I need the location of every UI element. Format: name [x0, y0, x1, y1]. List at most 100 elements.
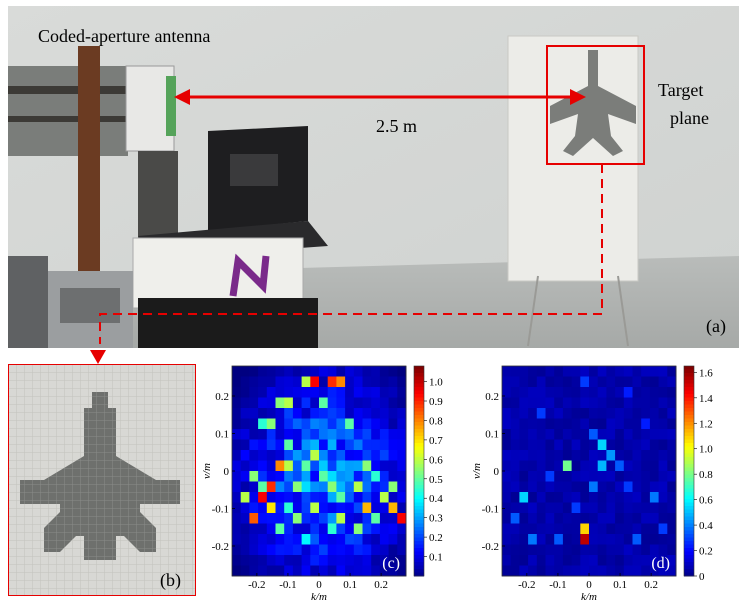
heatmap-cell — [345, 376, 355, 388]
heatmap-cell — [545, 513, 555, 524]
heatmap-cell — [623, 439, 633, 451]
heatmap-cell — [658, 418, 668, 430]
heatmap-cell — [589, 387, 599, 398]
heatmap-d-svg: -0.2 -0.1 0 0.1 0.2 0.2 0.1 0 -0.1 -0.2 k/m v/m (d) 1… — [471, 365, 713, 603]
heatmap-cell — [292, 471, 302, 482]
colorbar-segment — [414, 376, 424, 381]
heatmap-cell — [336, 429, 346, 440]
colorbar-segment — [684, 551, 694, 556]
colorbar-segment — [684, 516, 694, 521]
heatmap-cell — [571, 460, 581, 472]
heatmap-cell — [232, 408, 242, 419]
heatmap-cell — [232, 565, 242, 577]
heatmap-cell — [232, 418, 242, 430]
heatmap-cell — [623, 534, 633, 545]
heatmap-cell — [667, 471, 677, 482]
heatmap-cell — [353, 523, 363, 535]
heatmap-cell — [266, 471, 276, 482]
heatmap-cell — [336, 555, 346, 566]
colorbar-tick-label: 0.8 — [429, 415, 443, 427]
heatmap-cell — [379, 544, 389, 556]
heatmap-cell — [545, 397, 555, 409]
heatmap-cell — [510, 418, 520, 430]
heatmap-cell — [632, 439, 642, 451]
heatmap-cell — [606, 492, 616, 503]
heatmap-cell — [284, 366, 294, 377]
heatmap-cell — [232, 387, 242, 398]
heatmap-cell — [545, 366, 555, 377]
heatmap-cell — [641, 523, 651, 535]
heatmap-cell — [667, 450, 677, 461]
colorbar-segment — [414, 439, 424, 444]
heatmap-cell — [319, 523, 329, 535]
heatmap-cell — [258, 460, 268, 472]
heatmap-cell — [362, 555, 372, 566]
heatmap-c: -0.2 -0.1 0 0.1 0.2 0.2 0.1 0 -0.1 -0.2 k/m v/m (c) 1… — [200, 360, 470, 603]
heatmap-cell — [658, 397, 668, 409]
heatmap-cell — [502, 523, 512, 535]
heatmap-cell — [641, 366, 651, 377]
heatmap-cell — [649, 376, 659, 388]
heatmap-cell — [397, 418, 407, 430]
heatmap-cell — [528, 492, 538, 503]
heatmap-cell — [589, 544, 599, 556]
heatmap-cell — [649, 397, 659, 409]
heatmap-cell — [589, 523, 599, 535]
heatmap-cell — [649, 481, 659, 493]
heatmap-cell — [232, 366, 242, 377]
heatmap-cell — [266, 387, 276, 398]
heatmap-cell — [310, 481, 320, 493]
heatmap-cell — [658, 376, 668, 388]
colorbar-segment — [684, 537, 694, 542]
heatmap-cell — [249, 387, 259, 398]
heatmap-cell — [275, 460, 285, 472]
colorbar-segment — [684, 541, 694, 545]
heatmap-cell — [249, 481, 259, 493]
colorbar-tick-label: 0.2 — [699, 546, 713, 558]
heatmap-cell — [379, 376, 389, 388]
colorbar-segment — [414, 432, 424, 437]
heatmap-cell — [310, 471, 320, 482]
heatmap-cell — [641, 439, 651, 451]
heatmap-cell — [536, 450, 546, 461]
heatmap-cell — [649, 418, 659, 430]
heatmap-cell — [292, 534, 302, 545]
heatmap-cell — [632, 481, 642, 493]
colorbar-segment — [414, 509, 424, 514]
heatmap-cell — [667, 418, 677, 430]
heatmap-cell — [319, 502, 329, 514]
heatmap-cell — [362, 544, 372, 556]
heatmap-cell — [615, 513, 625, 524]
x-tick-label: 0 — [316, 579, 322, 591]
heatmap-cell — [327, 460, 337, 472]
heatmap-cell — [301, 492, 311, 503]
heatmap-cell — [554, 513, 564, 524]
heatmap-cell — [292, 387, 302, 398]
colorbar-segment — [684, 544, 694, 549]
colorbar-segment — [684, 555, 694, 559]
heatmap-cell — [371, 397, 381, 409]
colorbar-segment — [684, 523, 694, 528]
heatmap-cell — [397, 408, 407, 419]
heatmap-cell — [362, 502, 372, 514]
heatmap-cell — [240, 387, 250, 398]
heatmap-cell — [258, 429, 268, 440]
heatmap-cell — [310, 534, 320, 545]
heatmap-cell — [606, 534, 616, 545]
heatmap-cell — [606, 387, 616, 398]
heatmap-cell — [562, 492, 572, 503]
heatmap-cell — [606, 565, 616, 577]
heatmap-cell — [353, 376, 363, 388]
heatmap-cell — [275, 513, 285, 524]
heatmap-cell — [510, 502, 520, 514]
heatmap-cell — [623, 376, 633, 388]
colorbar-segment — [414, 520, 424, 524]
heatmap-cell — [388, 513, 398, 524]
heatmap-cell — [510, 460, 520, 472]
heatmap-cell — [336, 534, 346, 545]
heatmap-cell — [580, 471, 590, 482]
heatmap-cell — [379, 513, 389, 524]
heatmap-cell — [362, 439, 372, 451]
heatmap-cell — [597, 387, 607, 398]
heatmap-cell — [327, 429, 337, 440]
